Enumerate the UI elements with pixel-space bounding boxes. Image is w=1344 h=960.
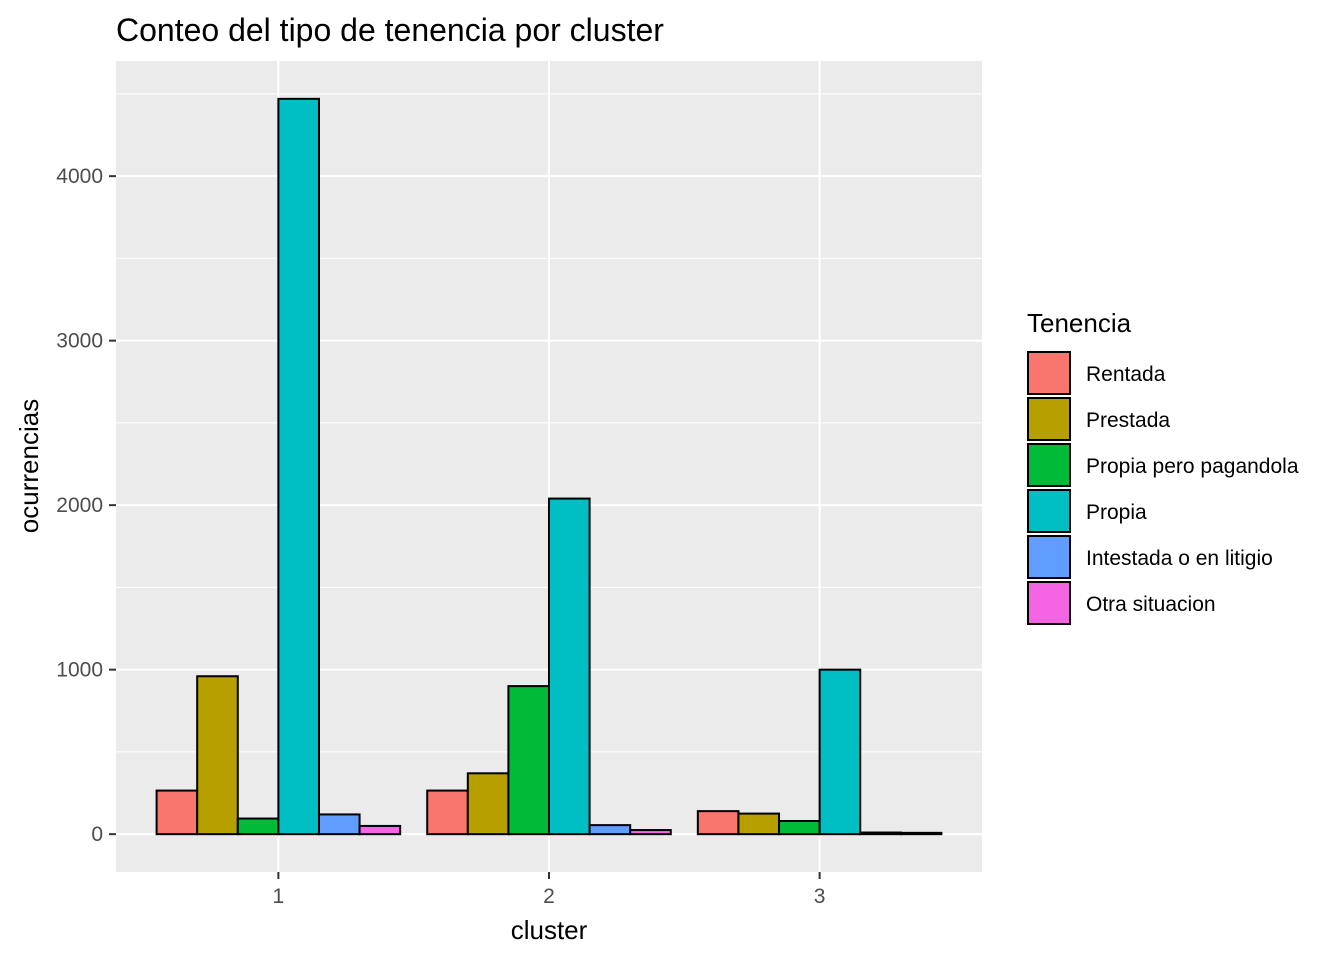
x-axis: 1 2 3 (273, 872, 826, 908)
x-tick-label: 1 (273, 885, 285, 908)
legend-label: Rentada (1086, 363, 1166, 386)
bar (629, 829, 672, 836)
y-axis: 0 1000 2000 3000 4000 (56, 165, 116, 846)
bar (859, 831, 902, 836)
bar (466, 772, 510, 836)
x-tick-label: 2 (543, 885, 555, 908)
legend-key (1027, 535, 1071, 579)
y-tick-label: 1000 (56, 659, 103, 682)
legend-key (1027, 581, 1071, 625)
chart-title: Conteo del tipo de tenencia por cluster (116, 12, 664, 48)
legend: Tenencia Rentada Prestada Propia pero paga… (1027, 308, 1299, 625)
bar (778, 820, 821, 836)
x-tick-label: 3 (814, 885, 826, 908)
legend-label: Otra situacion (1086, 593, 1216, 616)
legend-label: Propia (1086, 501, 1147, 524)
y-tick-label: 4000 (56, 165, 103, 188)
bar (899, 831, 943, 836)
legend-key (1027, 351, 1071, 395)
bars (155, 97, 943, 836)
y-tick-label: 0 (91, 823, 103, 846)
bar (818, 668, 862, 836)
bar (588, 824, 632, 836)
bar (277, 97, 320, 836)
bar (737, 812, 781, 836)
y-axis-title: ocurrencias (14, 399, 44, 533)
legend-key (1027, 489, 1071, 533)
bar (426, 789, 469, 836)
bar (548, 497, 591, 836)
y-tick-label: 2000 (56, 494, 103, 517)
bar (196, 675, 239, 836)
y-tick-label: 3000 (56, 330, 103, 353)
legend-title: Tenencia (1027, 308, 1132, 338)
legend-label: Intestada o en litigio (1086, 547, 1273, 570)
legend-key (1027, 443, 1071, 487)
bar (507, 685, 550, 836)
bar (358, 824, 402, 836)
bar (317, 813, 361, 836)
bar (155, 789, 199, 836)
legend-label: Propia pero pagandola (1086, 455, 1299, 478)
legend-key (1027, 397, 1071, 441)
bar (236, 817, 280, 836)
bar (696, 810, 740, 836)
legend-label: Prestada (1086, 409, 1170, 432)
x-axis-title: cluster (511, 915, 588, 945)
